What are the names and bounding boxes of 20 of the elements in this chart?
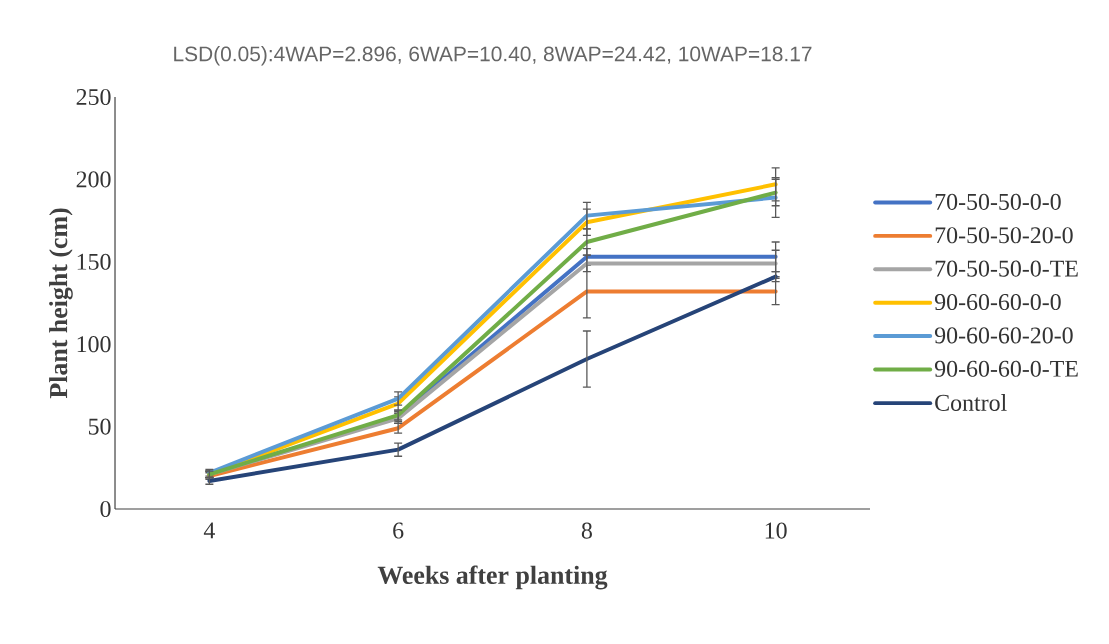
x-tick-label: 6 [393,522,404,539]
y-axis-title: Plant height (cm) [49,208,73,399]
y-tick-label: 50 [88,418,111,435]
y-tick-label: 0 [100,500,111,518]
y-tick-label: 100 [77,336,111,353]
x-tick-label: 10 [765,522,787,539]
legend-label: 90-60-60-20-0 [934,327,1073,344]
legend-label: 70-50-50-0-0 [935,193,1061,210]
y-tick-label: 250 [76,88,111,106]
chart-title: LSD(0.05):4WAP=2.896, 6WAP=10.40, 8WAP=24.42, 10WAP=18.17 [174,46,812,66]
legend-label: 90-60-60-0-TE [934,360,1078,377]
y-tick-label: 200 [76,171,111,188]
legend-label: Control [935,394,1007,411]
x-axis-title: Weeks after planting [377,565,608,590]
x-tick-label: 8 [581,522,592,539]
legend-label: 70-50-50-20-0 [935,227,1073,244]
legend-label: 70-50-50-0-TE [935,260,1078,277]
legend-label: 90-60-60-0-0 [934,293,1061,311]
x-tick-label: 4 [203,522,215,539]
y-tick-label: 150 [77,253,111,270]
